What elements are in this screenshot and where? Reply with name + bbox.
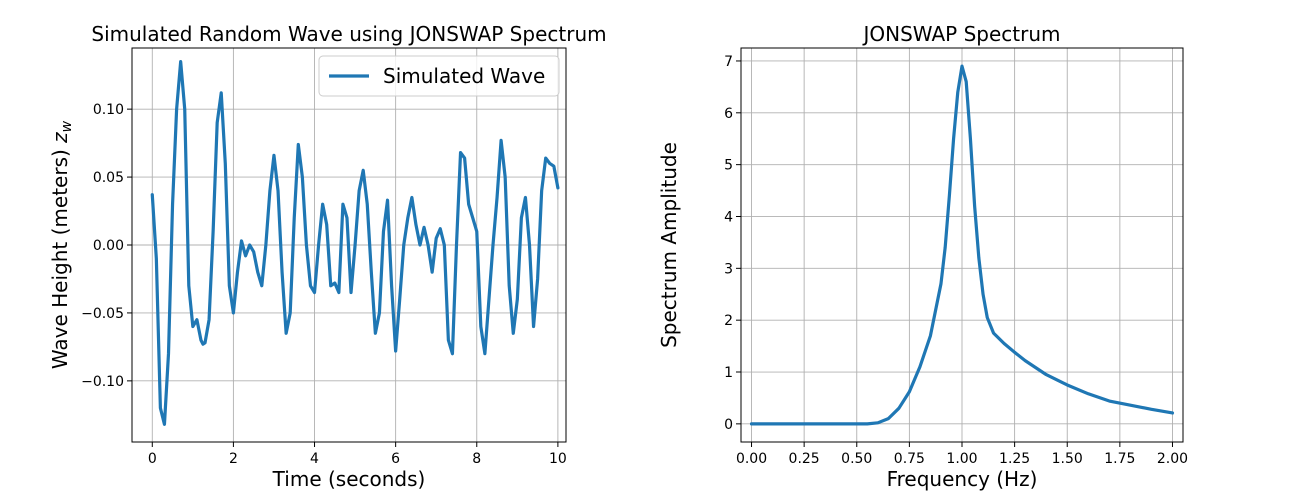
x-tick-label: 1.25 [999,451,1030,467]
x-tick-label: 10 [549,451,567,467]
y-tick-label: −0.10 [81,374,124,390]
spectrum-chart-ticks: 0.00 0.25 0.50 0.75 1.00 1.25 1.50 1.75 2.00 0 1 2 3… [724,54,1188,467]
x-tick-label: 0 [148,451,157,467]
wave-chart-ylabel: Wave Height (meters) zw [48,120,75,369]
x-tick-label: 1.00 [946,451,977,467]
legend-entry-simulated-wave: Simulated Wave [383,64,545,88]
spectrum-chart-grid [741,48,1183,442]
x-tick-label: 0.00 [736,451,767,467]
x-tick-label: 0.75 [894,451,925,467]
wave-chart-ylabel-symbol: z [48,132,72,144]
y-tick-label: 0 [724,417,733,433]
x-tick-label: 0.25 [789,451,820,467]
wave-chart-ylabel-text: Wave Height (meters) [48,143,72,369]
jonswap-spectrum-line [749,64,1175,426]
x-tick-label: 1.75 [1104,451,1135,467]
y-tick-label: 0.10 [93,102,124,118]
x-tick-label: 2 [229,451,238,467]
x-tick-label: 6 [391,451,400,467]
simulated-wave-line [150,59,560,426]
x-tick-label: 2.00 [1157,451,1188,467]
wave-chart-frame [131,47,567,443]
x-tick-label: 4 [310,451,319,467]
wave-chart-ticks: 0 2 4 6 8 10 −0.10 −0.05 0.00 0.05 0.10 [81,102,567,467]
y-tick-label: 5 [724,158,733,174]
y-tick-label: 0.05 [93,170,124,186]
spectrum-chart: 0.00 0.25 0.50 0.75 1.00 1.25 1.50 1.75 2.00 0 1 2 3… [657,22,1188,491]
y-tick-label: 0.00 [93,238,124,254]
spectrum-chart-frame [740,47,1184,443]
wave-chart-xlabel: Time (seconds) [272,467,426,491]
y-tick-label: 2 [724,313,733,329]
wave-chart-ylabel-subscript: w [59,120,75,132]
wave-chart-legend: Simulated Wave [318,55,560,97]
wave-chart: 0 2 4 6 8 10 −0.10 −0.05 0.00 0.05 0.10 Simulated … [48,22,607,491]
x-tick-label: 1.50 [1052,451,1083,467]
y-tick-label: 7 [724,54,733,70]
y-tick-label: 1 [724,365,733,381]
spectrum-chart-ylabel: Spectrum Amplitude [657,142,681,348]
wave-chart-title: Simulated Random Wave using JONSWAP Spec… [91,22,606,46]
x-tick-label: 8 [472,451,481,467]
x-tick-label: 0.50 [841,451,872,467]
y-tick-label: −0.05 [81,306,124,322]
spectrum-chart-xlabel: Frequency (Hz) [887,467,1038,491]
y-tick-label: 3 [724,261,733,277]
legend-box [318,55,560,97]
y-tick-label: 6 [724,106,733,122]
y-tick-label: 4 [724,209,733,225]
spectrum-chart-title: JONSWAP Spectrum [862,22,1061,46]
